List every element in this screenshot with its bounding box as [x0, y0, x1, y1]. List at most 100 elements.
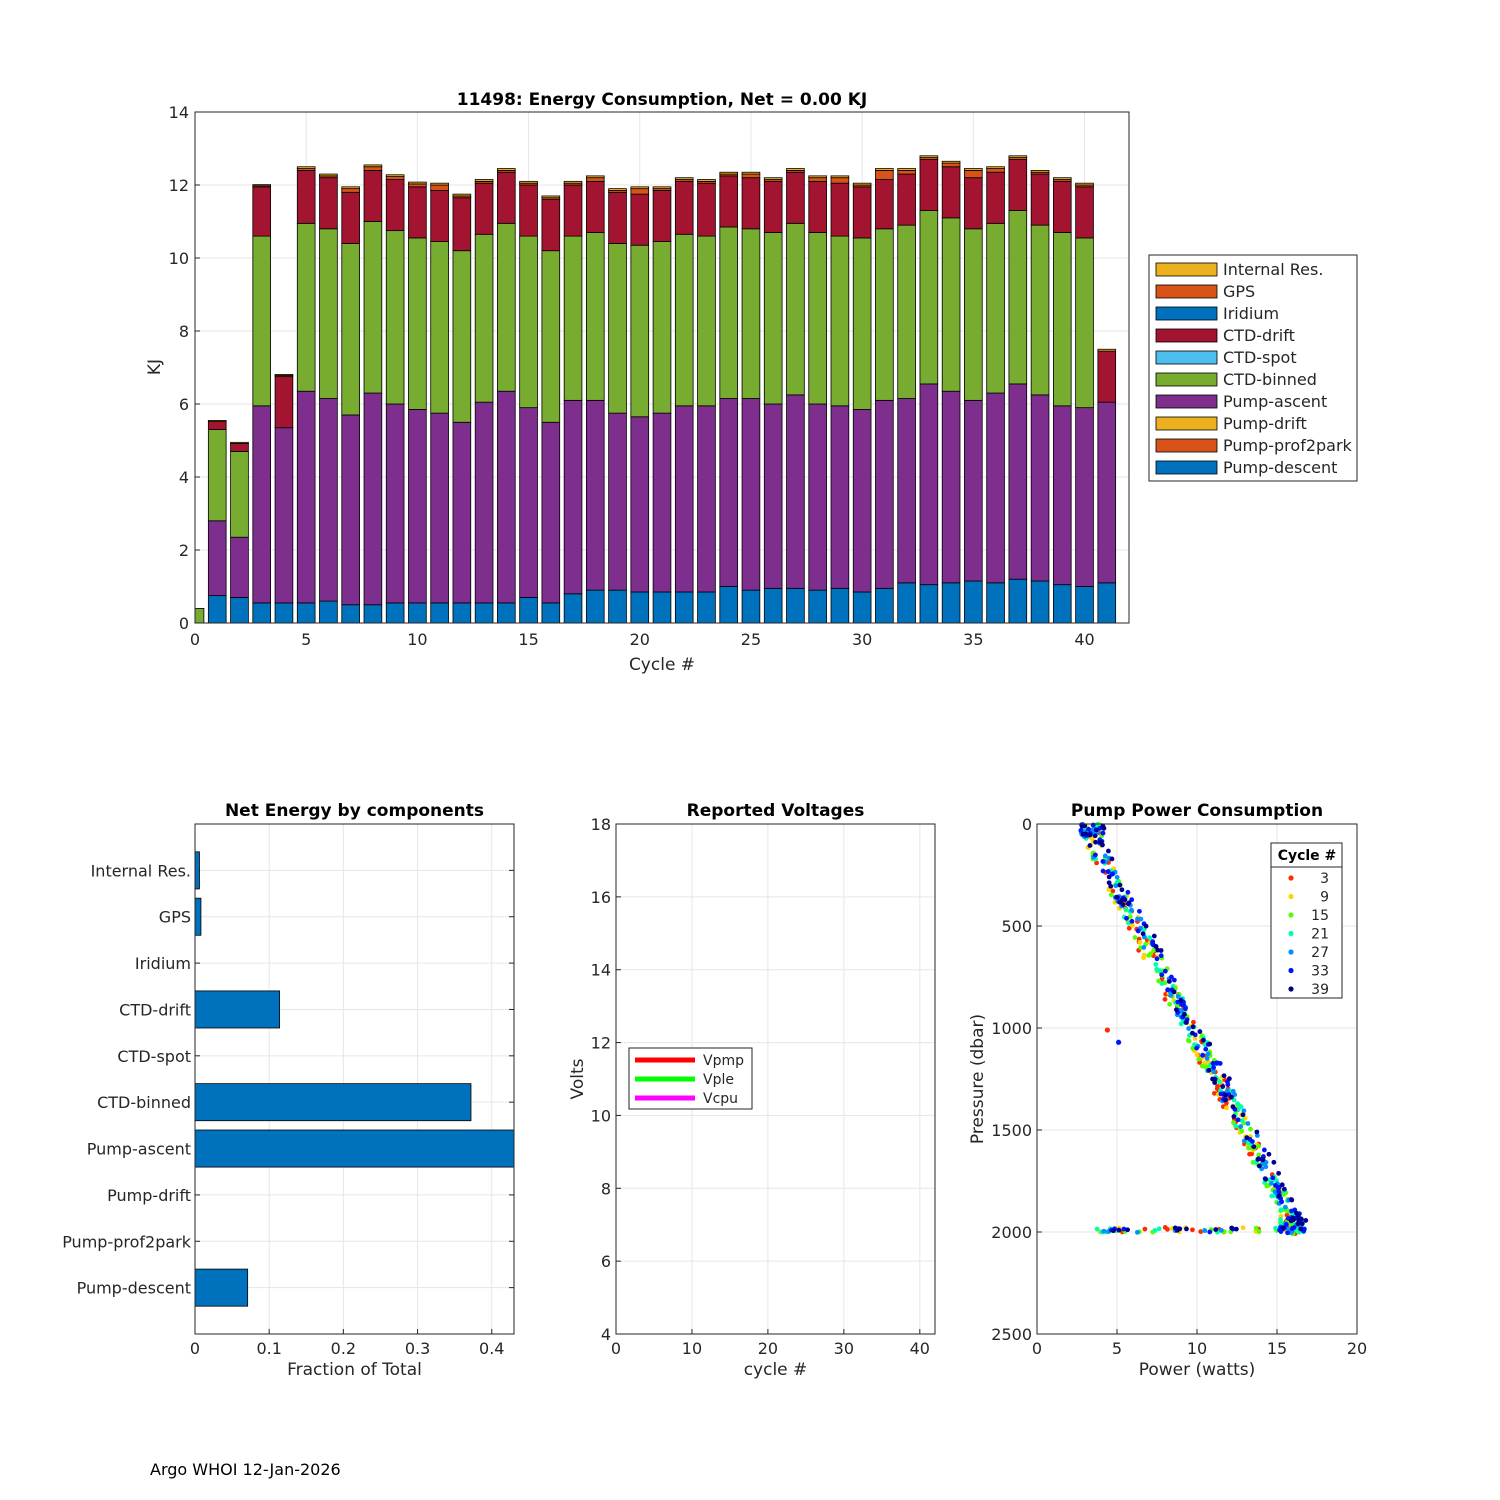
energy-bar-pump-descent — [630, 591, 650, 624]
pump-point — [1126, 925, 1132, 931]
net-bar — [194, 990, 280, 1029]
energy-bar-internal-res- — [230, 441, 249, 444]
pump-point — [1159, 972, 1165, 978]
energy-bar-ctd-binned — [252, 235, 272, 407]
pump-point — [1220, 1084, 1226, 1089]
net-bar — [194, 1083, 472, 1122]
pump-point — [1135, 916, 1140, 922]
energy-bar-pump-descent — [519, 597, 538, 624]
pump-point — [1276, 1170, 1282, 1176]
energy-bar-ctd-binned — [897, 224, 916, 399]
pump-point — [1256, 1152, 1262, 1158]
energy-bar-pump-descent — [608, 589, 627, 624]
legend-label: CTD-spot — [1223, 348, 1297, 367]
pump-point — [1129, 907, 1134, 913]
energy-bar-pump-ascent — [252, 405, 272, 604]
pump-point — [1162, 1225, 1168, 1230]
energy-bar-ctd-drift — [296, 169, 316, 224]
pump-point — [1108, 892, 1114, 898]
pump-point — [1271, 1159, 1277, 1165]
legend-swatch-pump-drift — [1155, 416, 1218, 431]
energy-bar-ctd-binned — [296, 222, 316, 392]
pump-point — [1162, 996, 1168, 1002]
volts-y-tick-label: 12 — [591, 1034, 611, 1053]
pump-point — [1256, 1143, 1261, 1149]
energy-bar-ctd-drift — [763, 180, 783, 233]
energy-bar-ctd-drift — [363, 169, 383, 222]
energy-bar-internal-res- — [385, 174, 405, 178]
pump-point — [1213, 1227, 1219, 1232]
net-x-tick-label: 0 — [190, 1339, 200, 1358]
volts-y-tick-label: 14 — [591, 961, 611, 980]
energy-bar-pump-ascent — [763, 403, 783, 589]
pump-point — [1181, 1002, 1187, 1008]
net-bar — [194, 851, 200, 890]
energy-bar-pump-descent — [363, 604, 383, 624]
energy-bar-gps — [830, 177, 850, 184]
energy-bar-internal-res- — [497, 168, 516, 171]
energy-bar-ctd-drift — [897, 173, 916, 226]
energy-bar-ctd-binned — [941, 217, 961, 392]
pump-point — [1100, 842, 1105, 848]
pump-point — [1206, 1067, 1212, 1073]
energy-bar-ctd-drift — [630, 193, 650, 246]
energy-bar-internal-res- — [585, 175, 605, 179]
energy-bar-pump-ascent — [652, 412, 672, 593]
energy-bar-ctd-binned — [585, 232, 605, 401]
energy-y-tick-label: 8 — [179, 322, 189, 341]
energy-bar-gps — [385, 176, 405, 180]
volts-axes-box — [615, 823, 936, 1335]
pump-point — [1121, 1226, 1127, 1232]
energy-bar-ctd-drift — [408, 186, 427, 239]
legend-swatch-ctd-spot — [1155, 350, 1218, 365]
pump-legend-label: 9 — [1320, 890, 1329, 906]
energy-bar-pump-descent — [674, 591, 694, 624]
energy-bar-gps — [875, 169, 894, 180]
energy-bar-ctd-drift — [608, 191, 627, 244]
pump-point — [1239, 1118, 1245, 1124]
energy-bar-pump-ascent — [430, 412, 449, 604]
energy-y-tick-label: 2 — [179, 541, 189, 560]
pump-point — [1185, 1038, 1191, 1043]
energy-bar-gps — [585, 177, 605, 182]
pump-y-tick-label: 500 — [1001, 917, 1032, 936]
volts-y-tick-label: 8 — [601, 1179, 611, 1198]
pump-point — [1273, 1225, 1278, 1231]
pump-point — [1189, 1030, 1195, 1036]
pump-x-tick-label: 5 — [1112, 1339, 1122, 1358]
energy-bar-pump-ascent — [519, 407, 538, 598]
energy-y-tick-label: 0 — [179, 614, 189, 633]
net-chart-title: Net Energy by components — [225, 801, 484, 821]
pump-point — [1157, 968, 1163, 973]
pump-point — [1146, 953, 1152, 958]
pump-point — [1106, 848, 1111, 854]
pump-point — [1246, 1145, 1252, 1151]
energy-bar-pump-ascent — [808, 403, 827, 591]
pump-point — [1142, 1226, 1148, 1232]
energy-bar-pump-descent — [786, 587, 805, 624]
pump-point — [1235, 1101, 1240, 1107]
pump-point — [1182, 1006, 1188, 1012]
pump-point — [1080, 831, 1086, 837]
energy-bar-internal-res- — [697, 179, 716, 182]
pump-point — [1224, 1105, 1229, 1111]
pump-point — [1175, 994, 1181, 999]
pump-point — [1285, 1230, 1291, 1236]
pump-point — [1110, 1228, 1116, 1234]
pump-point — [1203, 1064, 1208, 1070]
pump-point — [1279, 1182, 1285, 1188]
energy-bar-ctd-binned — [363, 221, 383, 394]
pump-point — [1278, 1217, 1283, 1222]
pump-legend-marker — [1288, 875, 1294, 881]
volts-y-axis-label: Volts — [568, 1058, 588, 1099]
legend-label: GPS — [1223, 282, 1255, 301]
energy-chart-title: 11498: Energy Consumption, Net = 0.00 KJ — [457, 90, 867, 110]
pump-point — [1162, 968, 1168, 974]
pump-point — [1171, 977, 1177, 983]
pump-point — [1158, 948, 1164, 953]
pump-point — [1201, 1037, 1206, 1043]
energy-bar-ctd-drift — [319, 177, 338, 230]
energy-axes-box — [194, 111, 1130, 624]
energy-bar-pump-ascent — [207, 520, 227, 597]
energy-bar-internal-res- — [1075, 182, 1094, 186]
